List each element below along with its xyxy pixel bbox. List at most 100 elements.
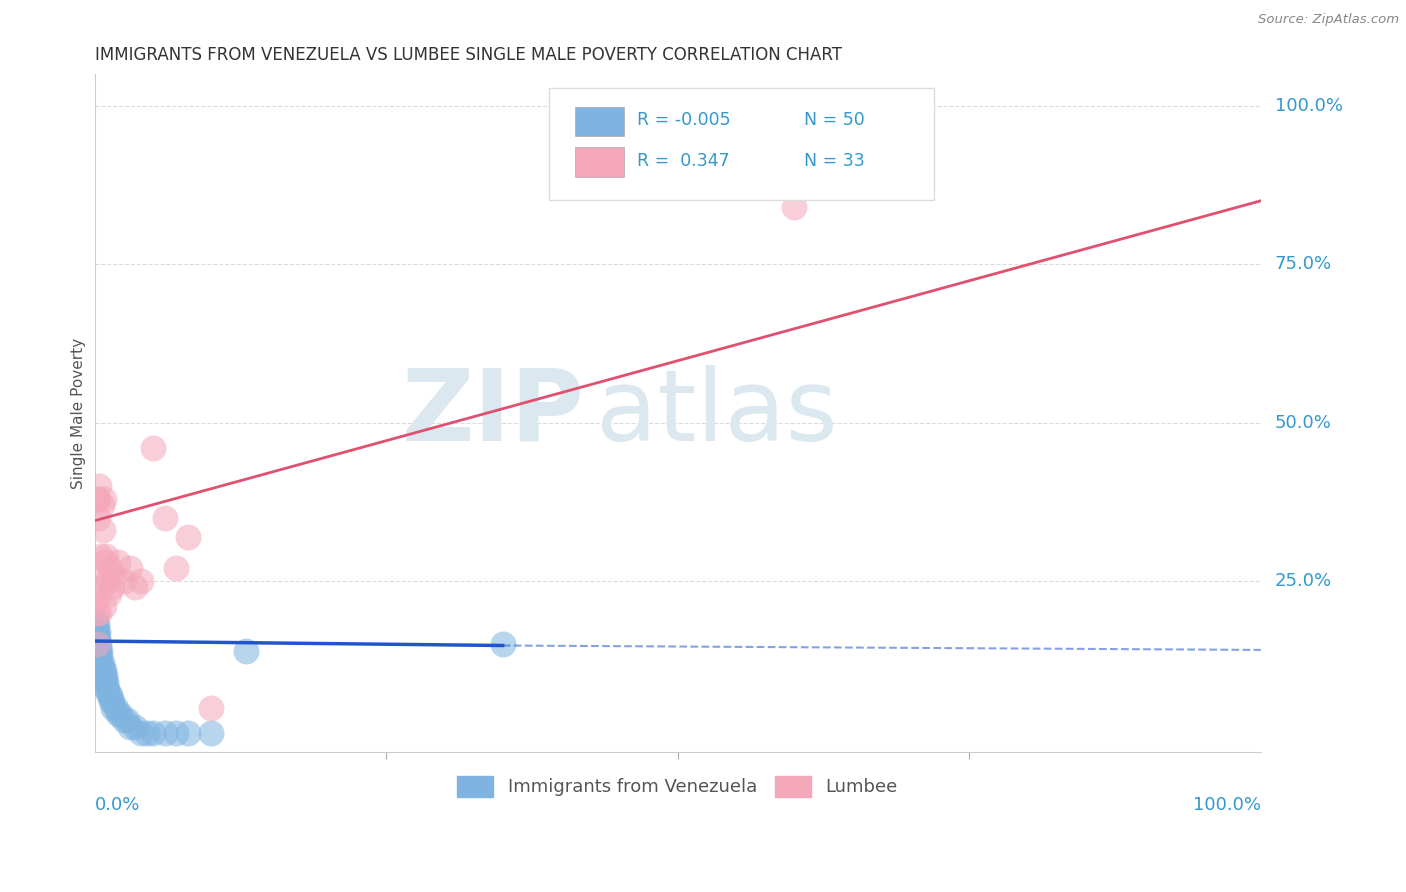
Point xyxy=(90,580,112,594)
Text: Source: ZipAtlas.com: Source: ZipAtlas.com xyxy=(1258,13,1399,27)
Point xyxy=(165,561,187,575)
Point xyxy=(91,663,114,677)
Point xyxy=(93,663,115,677)
Point xyxy=(96,681,118,696)
Text: ZIP: ZIP xyxy=(402,365,585,461)
Text: R =  0.347: R = 0.347 xyxy=(637,152,730,169)
Point xyxy=(153,510,176,524)
Point xyxy=(89,657,111,671)
Point xyxy=(84,612,107,626)
Point xyxy=(118,720,141,734)
Point xyxy=(101,580,124,594)
Text: N = 50: N = 50 xyxy=(804,112,865,129)
Legend: Immigrants from Venezuela, Lumbee: Immigrants from Venezuela, Lumbee xyxy=(450,769,905,804)
Point xyxy=(89,479,111,493)
Point xyxy=(112,574,135,588)
Text: R = -0.005: R = -0.005 xyxy=(637,112,731,129)
Point xyxy=(136,726,159,740)
Y-axis label: Single Male Poverty: Single Male Poverty xyxy=(72,337,86,489)
Point xyxy=(87,631,110,645)
Point xyxy=(87,643,110,657)
Point xyxy=(153,726,176,740)
Point xyxy=(86,631,108,645)
FancyBboxPatch shape xyxy=(575,107,624,136)
Point xyxy=(107,706,129,721)
Text: atlas: atlas xyxy=(596,365,838,461)
Point xyxy=(124,580,146,594)
Point xyxy=(103,700,125,714)
Point xyxy=(86,637,108,651)
Point xyxy=(96,549,118,563)
Point xyxy=(200,726,222,740)
Point xyxy=(89,637,111,651)
Point xyxy=(89,606,111,620)
Point xyxy=(492,637,515,651)
Point xyxy=(90,657,112,671)
Point xyxy=(112,713,135,727)
Point xyxy=(101,694,124,708)
Point xyxy=(94,675,117,690)
Point xyxy=(98,688,121,702)
Point xyxy=(94,555,117,569)
Point xyxy=(89,649,111,664)
Point xyxy=(177,529,200,543)
Point xyxy=(124,720,146,734)
Point xyxy=(100,694,122,708)
Text: N = 33: N = 33 xyxy=(804,152,865,169)
Point xyxy=(142,726,165,740)
Text: 50.0%: 50.0% xyxy=(1275,414,1331,432)
Point xyxy=(177,726,200,740)
Point xyxy=(97,586,120,600)
Point xyxy=(84,624,107,639)
Text: 0.0%: 0.0% xyxy=(94,796,141,814)
Point xyxy=(93,491,115,506)
Point xyxy=(86,491,108,506)
Point xyxy=(200,700,222,714)
Point xyxy=(89,643,111,657)
Point xyxy=(783,200,806,214)
Point xyxy=(91,669,114,683)
Point xyxy=(86,618,108,632)
Text: IMMIGRANTS FROM VENEZUELA VS LUMBEE SINGLE MALE POVERTY CORRELATION CHART: IMMIGRANTS FROM VENEZUELA VS LUMBEE SING… xyxy=(94,46,842,64)
Point xyxy=(235,643,257,657)
Point xyxy=(91,523,114,537)
Point xyxy=(110,706,132,721)
Point xyxy=(89,549,111,563)
Point xyxy=(142,441,165,455)
Point xyxy=(90,663,112,677)
Point xyxy=(96,675,118,690)
Point xyxy=(89,567,111,582)
Point xyxy=(118,561,141,575)
Point xyxy=(84,631,107,645)
Point xyxy=(87,510,110,524)
Point xyxy=(87,637,110,651)
Point xyxy=(89,643,111,657)
Point xyxy=(86,606,108,620)
Point xyxy=(94,669,117,683)
Point xyxy=(107,555,129,569)
Point xyxy=(93,669,115,683)
Point xyxy=(89,649,111,664)
Text: 100.0%: 100.0% xyxy=(1275,97,1343,115)
Point xyxy=(103,567,125,582)
Point xyxy=(84,618,107,632)
Point xyxy=(86,624,108,639)
Text: 100.0%: 100.0% xyxy=(1192,796,1261,814)
Point xyxy=(96,681,118,696)
Point xyxy=(129,726,152,740)
Text: 25.0%: 25.0% xyxy=(1275,572,1331,590)
Point xyxy=(97,688,120,702)
Point xyxy=(84,593,107,607)
Point xyxy=(129,574,152,588)
Text: 75.0%: 75.0% xyxy=(1275,255,1331,273)
Point xyxy=(87,624,110,639)
Point xyxy=(98,561,121,575)
Point xyxy=(165,726,187,740)
FancyBboxPatch shape xyxy=(575,147,624,178)
Point xyxy=(115,713,138,727)
FancyBboxPatch shape xyxy=(550,87,934,200)
Point xyxy=(86,637,108,651)
Point xyxy=(87,491,110,506)
Point xyxy=(93,599,115,614)
Point xyxy=(90,498,112,512)
